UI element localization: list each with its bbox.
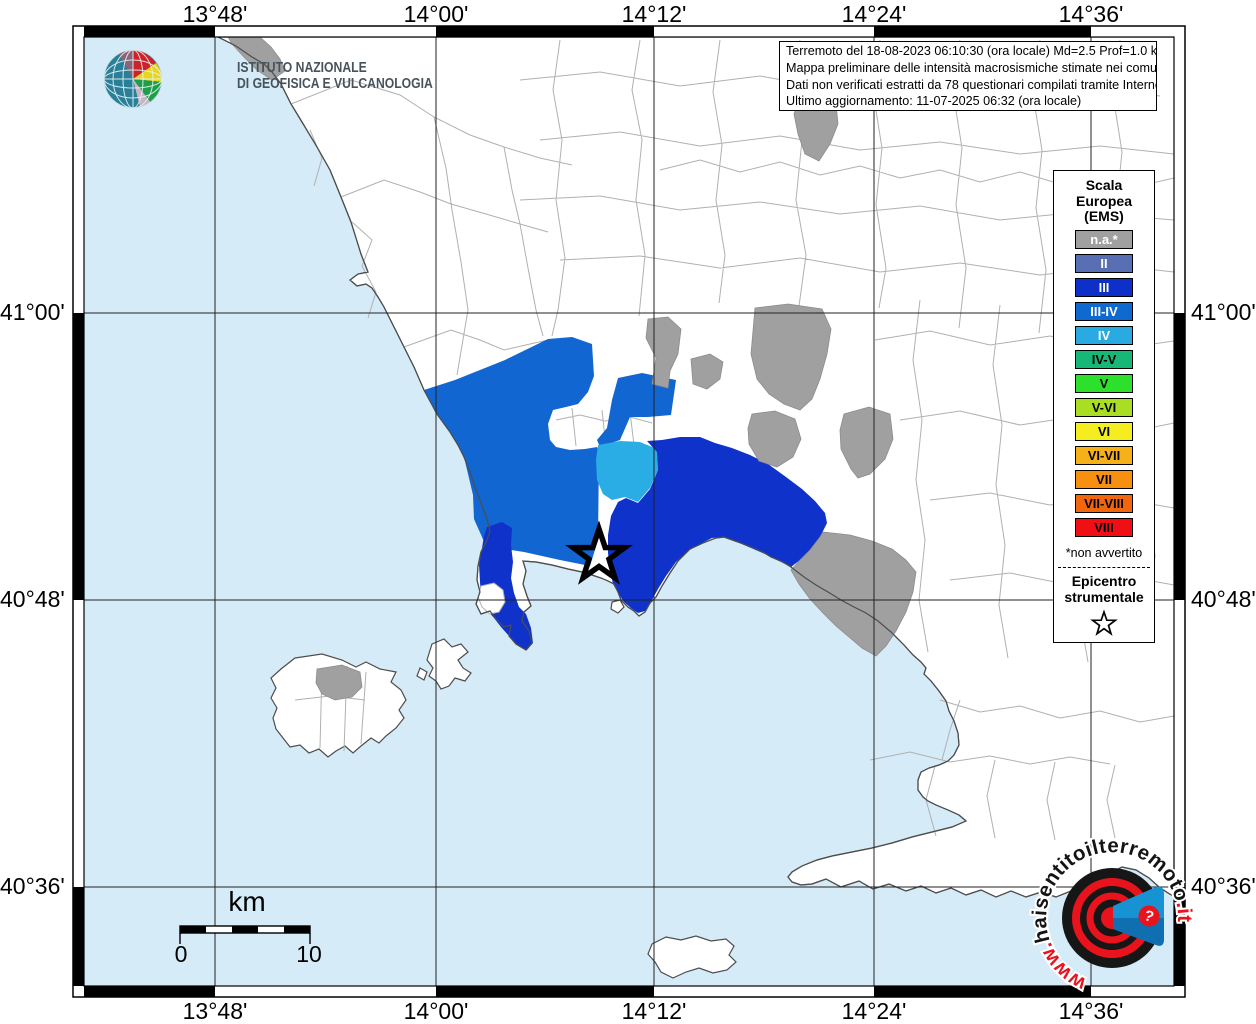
legend-swatch-na: n.a.* — [1075, 229, 1133, 249]
intensity-region-III-naples — [608, 437, 827, 613]
island-ischia — [270, 653, 407, 758]
scale-bar-start: 0 — [174, 941, 188, 967]
ingv-wordmark-line1: ISTITUTO NAZIONALE — [237, 60, 367, 76]
island-vivara — [416, 667, 428, 681]
axis-label-lon-top-1: 14°00' — [403, 1, 469, 27]
axis-label-lat-left-2: 40°36' — [0, 873, 65, 899]
legend-swatch-vii-viii: VII-VIII — [1075, 493, 1133, 513]
island-procida — [426, 638, 472, 690]
axis-label-lon-bottom-1: 14°00' — [403, 998, 469, 1024]
map-frame — [72, 25, 1186, 998]
legend-title-line2: Europea — [1075, 192, 1132, 209]
legend-footnote: *non avvertito — [1065, 545, 1143, 560]
ems-legend: Scala Europea (EMS) n.a.* II III III-IV … — [1053, 170, 1155, 643]
legend-swatch-iii: III — [1075, 277, 1133, 297]
event-info-line3: Dati non verificati estratti da 78 quest… — [786, 77, 1157, 92]
legend-swatch-ii: II — [1075, 253, 1133, 273]
axis-label-lon-top-3: 14°24' — [841, 1, 907, 27]
axis-label-lon-top-2: 14°12' — [621, 1, 687, 27]
intensity-region-III-IV-lobe — [597, 373, 676, 447]
legend-swatch-v: V — [1075, 373, 1133, 393]
axis-label-lon-bottom-3: 14°24' — [841, 998, 907, 1024]
na-gray-regions — [227, 37, 917, 657]
islands — [270, 599, 737, 979]
scale-bar-end: 10 — [296, 941, 322, 967]
island-capri — [647, 935, 737, 979]
epicenter-star-icon — [565, 520, 633, 585]
event-info-line1: Terremoto del 18-08-2023 06:10:30 (ora l… — [786, 44, 1157, 58]
axis-label-lat-right-0: 41°00' — [1191, 299, 1256, 325]
ingv-wordmark-line2: DI GEOFISICA E VULCANOLOGIA — [237, 76, 433, 92]
scale-bar-unit: km — [228, 886, 266, 917]
legend-divider — [1058, 566, 1150, 568]
event-info-line4: Ultimo aggiornamento: 11-07-2025 06:32 (… — [786, 94, 1082, 109]
axis-label-lon-top-4: 14°36' — [1058, 1, 1124, 27]
legend-swatch-iii-iv: III-IV — [1075, 301, 1133, 321]
legend-swatch-v-vi: V-VI — [1075, 397, 1133, 417]
legend-swatch-vii: VII — [1075, 469, 1133, 489]
axis-label-lat-right-1: 40°48' — [1191, 586, 1256, 612]
axis-label-lat-left-1: 40°48' — [0, 586, 65, 612]
axis-label-lon-bottom-4: 14°36' — [1058, 998, 1124, 1024]
axis-label-lat-left-0: 41°00' — [0, 299, 65, 325]
legend-swatch-iv-v: IV-V — [1075, 349, 1133, 369]
question-badge — [1138, 905, 1160, 927]
coastline — [217, 37, 1174, 898]
event-info-line2: Mappa preliminare delle intensità macros… — [786, 60, 1157, 75]
intensity-region-III-bacoli — [479, 522, 533, 650]
scale-bar — [179, 925, 311, 944]
axis-label-lon-bottom-2: 14°12' — [621, 998, 687, 1024]
legend-swatch-vi-vii: VI-VII — [1075, 445, 1133, 465]
ingv-wordmark: ISTITUTO NAZIONALE DI GEOFISICA E VULCAN… — [237, 60, 433, 92]
axis-label-lon-top-0: 13°48' — [182, 1, 248, 27]
axis-label-lat-right-2: 40°36' — [1191, 873, 1256, 899]
legend-epicenter-line1: Epicentro — [1071, 572, 1137, 589]
legend-title-line1: Scala — [1085, 177, 1123, 193]
legend-epicenter-star-icon — [1090, 608, 1118, 636]
intensity-region-IV — [596, 441, 658, 502]
na-gray-ischia — [315, 664, 363, 701]
legend-swatch-vi: VI — [1075, 421, 1133, 441]
legend-swatch-viii: VIII — [1075, 517, 1133, 537]
legend-epicenter-line2: strumentale — [1064, 588, 1144, 605]
legend-title-line3: (EMS) — [1084, 208, 1124, 224]
event-info-box: Terremoto del 18-08-2023 06:10:30 (ora l… — [779, 41, 1157, 111]
intensity-region-III-IV — [424, 337, 599, 566]
legend-swatch-iv: IV — [1075, 325, 1133, 345]
ingv-globe-icon — [104, 50, 162, 108]
axis-label-lon-bottom-0: 13°48' — [182, 998, 248, 1024]
